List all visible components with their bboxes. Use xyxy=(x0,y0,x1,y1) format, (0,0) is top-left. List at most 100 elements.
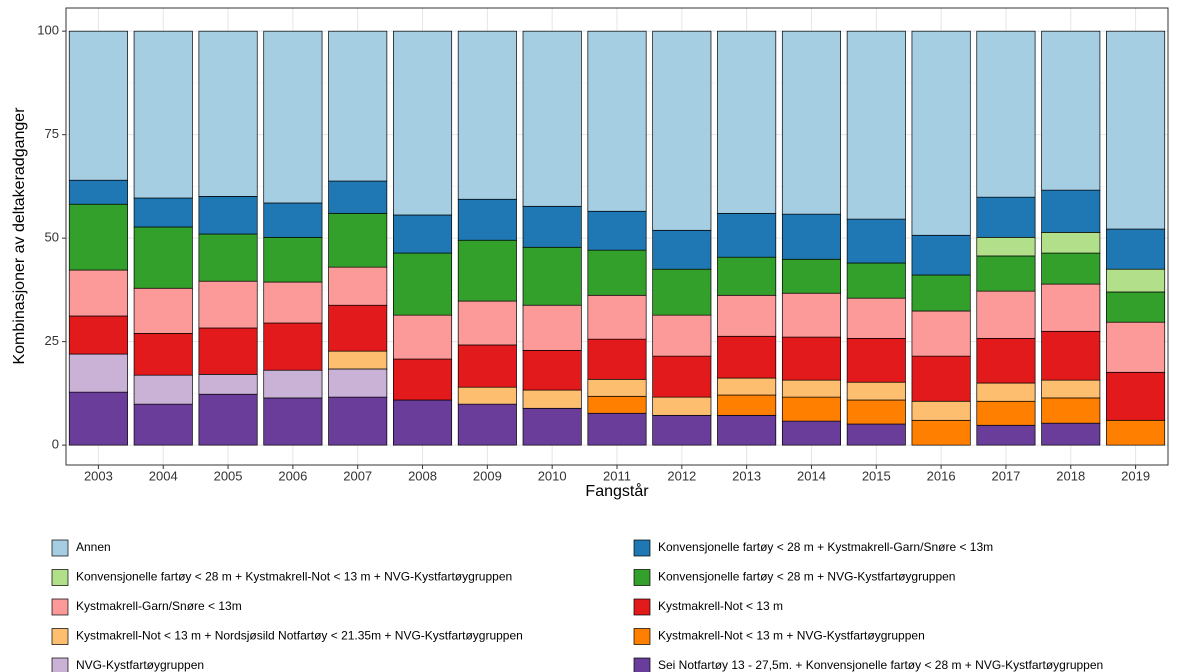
bar-segment xyxy=(587,30,647,212)
bar-segment xyxy=(911,310,971,357)
bar-segment xyxy=(846,297,906,339)
bar-segment xyxy=(263,322,323,371)
bar-segment xyxy=(846,423,906,446)
bar-segment xyxy=(781,213,841,260)
legend-label: Konvensjonelle fartøy < 28 m + Kystmakre… xyxy=(76,570,512,584)
bar-segment xyxy=(198,327,258,375)
bar-segment xyxy=(781,292,841,338)
legend-label: Konvensjonelle fartøy < 28 m + Kystmakre… xyxy=(658,540,993,554)
bar-segment xyxy=(457,344,517,388)
bar-segment xyxy=(846,30,906,220)
bar-segment xyxy=(198,373,258,395)
bar-segment xyxy=(976,400,1036,426)
bar-segment xyxy=(1106,228,1166,270)
bar-segment xyxy=(652,229,712,270)
bar-segment xyxy=(68,179,128,205)
bar-segment xyxy=(652,268,712,316)
bar-segment xyxy=(587,249,647,296)
x-tick-label: 2016 xyxy=(927,468,956,483)
bar-segment xyxy=(68,315,128,355)
bar-segment xyxy=(1106,291,1166,323)
bar-segment xyxy=(263,236,323,283)
bar-segment xyxy=(133,30,193,199)
y-axis-title: Kombinasjoner av deltakeradganger xyxy=(11,107,28,365)
bar-segment xyxy=(457,239,517,302)
bar-segment xyxy=(717,394,777,416)
bar-segment xyxy=(133,374,193,405)
bar-segment xyxy=(976,255,1036,292)
legend-label: NVG-Kystfartøygruppen xyxy=(76,658,204,672)
bar-segment xyxy=(1106,419,1166,446)
bar-segment xyxy=(976,424,1036,446)
bar-segment xyxy=(522,205,582,248)
legend-label: Konvensjonelle fartøy < 28 m + NVG-Kystf… xyxy=(658,570,955,584)
legend-key xyxy=(633,539,651,557)
legend-key xyxy=(633,628,651,645)
legend-label: Kystmakrell-Not < 13 m + NVG-Kystfartøyg… xyxy=(658,629,925,643)
bar-segment xyxy=(652,414,712,446)
bar-segment xyxy=(457,386,517,405)
x-tick-label: 2019 xyxy=(1121,468,1150,483)
bar-segment xyxy=(133,287,193,334)
bar-segment xyxy=(1041,283,1101,332)
bar-segment xyxy=(522,30,582,207)
legend-key xyxy=(51,569,69,586)
legend-label: Kystmakrell-Not < 13 m xyxy=(658,599,783,613)
x-axis-title: Fangstår xyxy=(585,482,649,500)
bar-segment xyxy=(1106,268,1166,293)
bar-segment xyxy=(976,30,1036,198)
bar-segment xyxy=(393,399,453,446)
bar-segment xyxy=(911,400,971,421)
bar-segment xyxy=(457,300,517,346)
y-tick-label: 25 xyxy=(45,333,59,348)
y-tick-label: 75 xyxy=(45,126,59,141)
bar-segment xyxy=(717,256,777,296)
bar-segment xyxy=(911,30,971,236)
bar-segment xyxy=(976,236,1036,257)
bar-segment xyxy=(846,218,906,264)
bar-segment xyxy=(1041,30,1101,191)
bar-segment xyxy=(393,358,453,401)
bar-segment xyxy=(263,369,323,399)
bar-segment xyxy=(781,258,841,294)
bar-segment xyxy=(652,396,712,416)
x-tick-label: 2018 xyxy=(1056,468,1085,483)
legend-key xyxy=(51,598,69,616)
bar-segment xyxy=(328,212,388,268)
y-tick-label: 0 xyxy=(52,437,59,452)
bar-segment xyxy=(587,378,647,397)
bar-segment xyxy=(328,180,388,214)
bar-segment xyxy=(1106,371,1166,421)
bar-segment xyxy=(781,30,841,215)
bar-segment xyxy=(911,274,971,312)
bar-segment xyxy=(133,226,193,289)
x-tick-label: 2013 xyxy=(732,468,761,483)
x-tick-label: 2011 xyxy=(603,468,631,483)
bar-segment xyxy=(393,252,453,316)
bar-segment xyxy=(1041,232,1101,254)
x-tick-label: 2010 xyxy=(538,468,567,483)
bar-segment xyxy=(68,269,128,317)
bar-segment xyxy=(522,407,582,446)
x-tick-label: 2003 xyxy=(84,468,113,483)
legend-key xyxy=(51,539,69,557)
legend-label: Annen xyxy=(76,540,111,554)
bar-segment xyxy=(328,350,388,370)
bar-segment xyxy=(781,420,841,446)
bar-segment xyxy=(328,266,388,306)
bar-segment xyxy=(522,389,582,409)
bar-segment xyxy=(587,210,647,251)
legend-key xyxy=(51,628,69,645)
bar-segment xyxy=(522,304,582,351)
bar-segment xyxy=(198,233,258,282)
bar-segment xyxy=(68,30,128,181)
bar-segment xyxy=(198,393,258,446)
bar-segment xyxy=(522,246,582,306)
bar-segment xyxy=(781,396,841,422)
bar-segment xyxy=(911,419,971,446)
bar-segment xyxy=(717,294,777,337)
bar-segment xyxy=(263,202,323,238)
bar-segment xyxy=(68,353,128,393)
y-tick-label: 50 xyxy=(45,230,59,245)
